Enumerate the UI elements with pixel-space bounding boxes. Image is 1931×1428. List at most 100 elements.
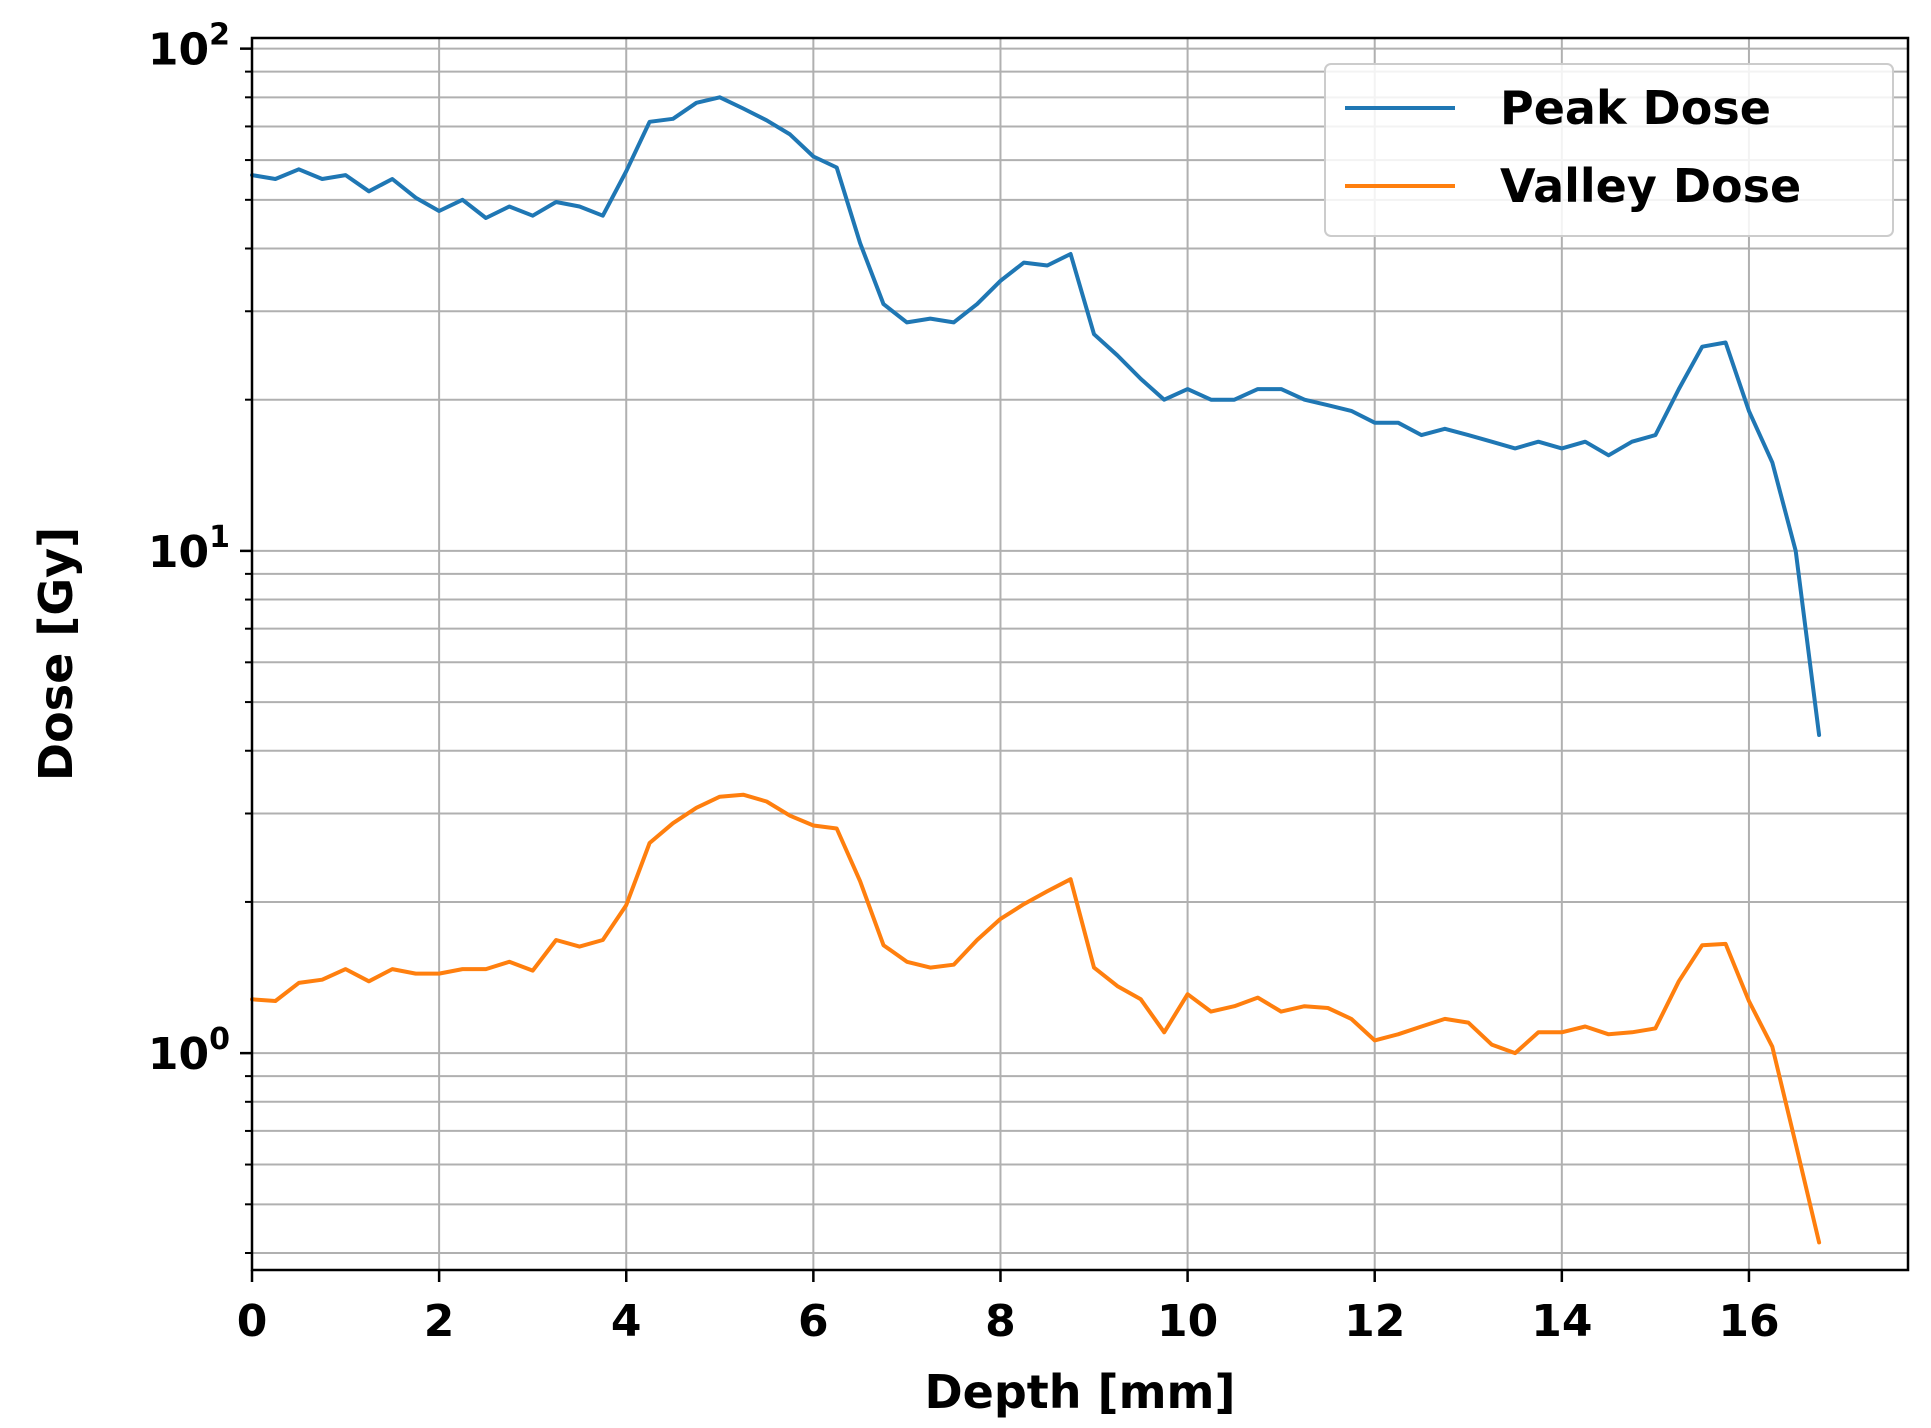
data-point-valley-dose xyxy=(1817,1240,1821,1244)
y-tick-label-exponent: 2 xyxy=(209,18,230,53)
data-point-valley-dose xyxy=(578,945,582,949)
data-point-peak-dose xyxy=(1186,387,1190,391)
data-point-peak-dose xyxy=(507,205,511,209)
data-point-valley-dose xyxy=(905,960,909,964)
grid xyxy=(251,38,1908,1270)
axis-ticks xyxy=(240,47,1751,1282)
data-point-valley-dose xyxy=(507,960,511,964)
data-point-valley-dose xyxy=(344,967,348,971)
x-tick-label: 10 xyxy=(1157,1296,1218,1347)
data-point-valley-dose xyxy=(1303,1004,1307,1008)
data-point-peak-dose xyxy=(1396,421,1400,425)
data-point-valley-dose xyxy=(1279,1010,1283,1014)
data-point-valley-dose xyxy=(1092,966,1096,970)
data-point-peak-dose xyxy=(1513,446,1517,450)
y-axis-label: Dose [Gy] xyxy=(29,527,83,781)
data-point-peak-dose xyxy=(1022,261,1026,265)
data-point-valley-dose xyxy=(1513,1051,1517,1055)
legend-box xyxy=(1324,63,1894,237)
data-point-peak-dose xyxy=(671,117,675,121)
x-tick-label: 8 xyxy=(985,1296,1016,1347)
data-point-peak-dose xyxy=(928,317,932,321)
data-point-peak-dose xyxy=(1162,398,1166,402)
data-point-peak-dose xyxy=(1069,252,1073,256)
data-point-peak-dose xyxy=(531,214,535,218)
data-point-valley-dose xyxy=(1630,1030,1634,1034)
data-point-peak-dose xyxy=(1045,264,1049,268)
data-point-peak-dose xyxy=(1420,433,1424,437)
data-point-peak-dose xyxy=(694,101,698,105)
x-tick-label: 4 xyxy=(611,1296,642,1347)
data-point-peak-dose xyxy=(765,118,769,122)
data-point-peak-dose xyxy=(1560,446,1564,450)
data-point-peak-dose xyxy=(905,320,909,324)
data-point-peak-dose xyxy=(1817,733,1821,737)
data-point-peak-dose xyxy=(1700,345,1704,349)
data-point-peak-dose xyxy=(1279,387,1283,391)
x-tick-label: 0 xyxy=(237,1296,268,1347)
data-point-peak-dose xyxy=(882,302,886,306)
x-tick-label: 14 xyxy=(1531,1296,1592,1347)
data-point-valley-dose xyxy=(414,972,418,976)
data-point-peak-dose xyxy=(1232,398,1236,402)
data-point-valley-dose xyxy=(1022,902,1026,906)
data-point-valley-dose xyxy=(1443,1017,1447,1021)
data-point-valley-dose xyxy=(554,938,558,942)
data-point-peak-dose xyxy=(648,120,652,124)
data-point-peak-dose xyxy=(367,189,371,193)
data-point-valley-dose xyxy=(718,795,722,799)
data-point-valley-dose xyxy=(1466,1021,1470,1025)
data-point-peak-dose xyxy=(741,107,745,111)
data-point-peak-dose xyxy=(999,279,1003,283)
data-point-peak-dose xyxy=(1373,421,1377,425)
series-line-peak-dose xyxy=(250,95,1822,737)
series-lines xyxy=(250,95,1822,1245)
data-point-valley-dose xyxy=(1115,984,1119,988)
data-point-valley-dose xyxy=(1677,979,1681,983)
data-point-valley-dose xyxy=(811,824,815,828)
data-point-valley-dose xyxy=(765,800,769,804)
data-point-peak-dose xyxy=(1349,409,1353,413)
data-point-peak-dose xyxy=(718,95,722,99)
data-point-valley-dose xyxy=(1794,1142,1798,1146)
data-point-valley-dose xyxy=(694,806,698,810)
data-point-peak-dose xyxy=(297,167,301,171)
data-point-valley-dose xyxy=(1490,1043,1494,1047)
data-point-valley-dose xyxy=(1536,1030,1540,1034)
data-point-peak-dose xyxy=(1256,387,1260,391)
data-point-peak-dose xyxy=(484,216,488,220)
data-point-valley-dose xyxy=(1724,942,1728,946)
legend-label-valley-dose: Valley Dose xyxy=(1500,159,1801,213)
y-tick-label: 101 xyxy=(148,520,230,578)
y-tick-label-base: 10 xyxy=(148,1029,209,1080)
data-point-valley-dose xyxy=(648,841,652,845)
data-point-valley-dose xyxy=(1232,1004,1236,1008)
x-axis-label: Depth [mm] xyxy=(925,1365,1236,1419)
data-point-peak-dose xyxy=(858,241,862,245)
data-point-peak-dose xyxy=(390,177,394,181)
data-point-valley-dose xyxy=(1045,889,1049,893)
data-point-valley-dose xyxy=(928,966,932,970)
data-point-valley-dose xyxy=(1162,1030,1166,1034)
data-point-peak-dose xyxy=(788,132,792,136)
y-tick-label: 102 xyxy=(148,18,230,76)
data-point-valley-dose xyxy=(1373,1038,1377,1042)
y-tick-label-base: 10 xyxy=(148,25,209,76)
data-point-valley-dose xyxy=(1700,943,1704,947)
data-point-valley-dose xyxy=(1139,997,1143,1001)
data-point-valley-dose xyxy=(1653,1026,1657,1030)
data-point-peak-dose xyxy=(624,169,628,173)
data-point-peak-dose xyxy=(1653,433,1657,437)
data-point-valley-dose xyxy=(273,999,277,1003)
data-point-valley-dose xyxy=(320,978,324,982)
data-point-valley-dose xyxy=(999,917,1003,921)
data-point-peak-dose xyxy=(554,200,558,204)
data-point-valley-dose xyxy=(1396,1032,1400,1036)
data-point-valley-dose xyxy=(835,827,839,831)
data-point-valley-dose xyxy=(975,938,979,942)
data-point-valley-dose xyxy=(437,972,441,976)
data-point-peak-dose xyxy=(952,320,956,324)
y-tick-label-exponent: 1 xyxy=(209,520,230,555)
